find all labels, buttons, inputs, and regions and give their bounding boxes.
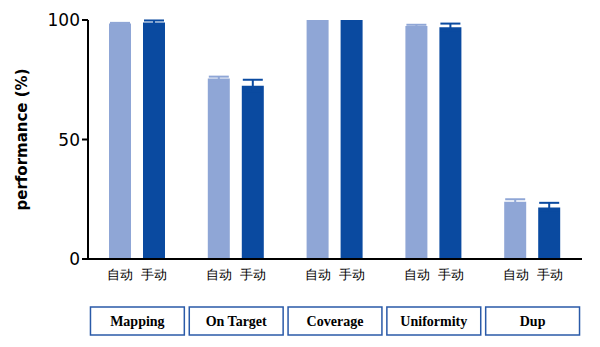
svg-text:Uniformity: Uniformity — [400, 314, 467, 329]
svg-text:自动: 自动 — [305, 267, 331, 282]
svg-text:Mapping: Mapping — [110, 314, 164, 329]
svg-text:自动: 自动 — [107, 267, 133, 282]
svg-text:自动: 自动 — [404, 267, 430, 282]
svg-text:0: 0 — [69, 249, 80, 269]
svg-text:Dup: Dup — [520, 314, 546, 329]
svg-text:Coverage: Coverage — [307, 314, 364, 329]
svg-text:手动: 手动 — [339, 267, 365, 282]
svg-text:手动: 手动 — [438, 267, 464, 282]
svg-text:手动: 手动 — [141, 267, 167, 282]
svg-text:手动: 手动 — [240, 267, 266, 282]
svg-text:50: 50 — [58, 130, 80, 150]
svg-text:自动: 自动 — [206, 267, 232, 282]
svg-text:On Target: On Target — [206, 314, 267, 329]
svg-text:手动: 手动 — [537, 267, 563, 282]
svg-text:performance (%): performance (%) — [13, 69, 31, 211]
svg-text:自动: 自动 — [503, 267, 529, 282]
svg-text:100: 100 — [48, 10, 80, 30]
